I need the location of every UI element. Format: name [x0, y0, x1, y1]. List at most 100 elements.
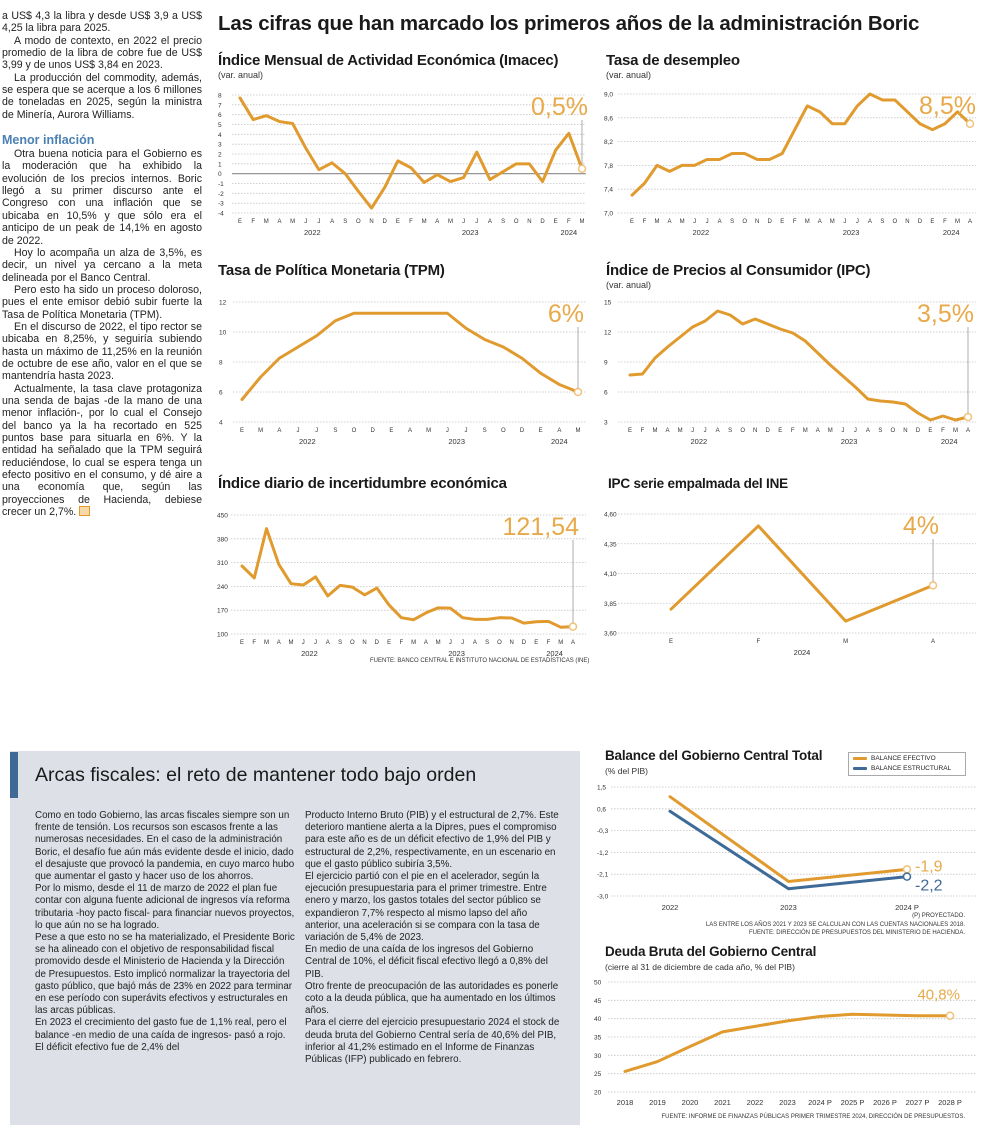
x-tick-label: A [718, 219, 722, 225]
x-tick-label: M [436, 640, 441, 646]
x-tick-label: 2019 [649, 1098, 666, 1107]
deuda-title: Deuda Bruta del Gobierno Central [605, 944, 817, 959]
x-tick-label: O [352, 428, 357, 434]
x-tick-label: A [966, 428, 970, 434]
x-tick-label: F [567, 219, 571, 225]
deuda-subtitle: (cierre al 31 de diciembre de cada año, … [605, 962, 795, 972]
x-tick-label: A [330, 219, 334, 225]
x-tick-label: M [411, 640, 416, 646]
y-tick-label: -4 [218, 211, 224, 218]
imacec-title: Índice Mensual de Actividad Económica (I… [218, 52, 559, 69]
x-tick-label: A [277, 428, 281, 434]
imacec-series-line [238, 96, 584, 210]
x-tick-label: A [716, 428, 720, 434]
deuda-series-line [623, 1012, 952, 1073]
x-tick-label: D [370, 428, 375, 434]
y-tick-label: 240 [217, 584, 228, 591]
x-group-label: 2022 [299, 437, 316, 446]
x-tick-label: J [854, 428, 857, 434]
paragraph: La producción del commodity, además, se … [2, 71, 202, 121]
last-point-marker [963, 412, 973, 422]
last-point-marker [902, 872, 912, 881]
x-tick-label: M [953, 428, 958, 434]
y-tick-label: -2 [218, 191, 224, 198]
y-tick-label: 25 [594, 1071, 602, 1078]
x-tick-label: D [520, 428, 525, 434]
y-tick-label: 6 [604, 390, 608, 397]
end-of-article-icon [79, 506, 91, 517]
x-tick-label: D [916, 428, 921, 434]
x-tick-label: J [843, 219, 846, 225]
x-tick-label: 2022 [662, 903, 679, 912]
x-tick-label: E [780, 219, 784, 225]
x-tick-label: M [258, 428, 263, 434]
x-tick-label: E [240, 428, 244, 434]
x-tick-label: F [409, 219, 413, 225]
value-callout: 121,54 [503, 513, 580, 541]
x-group-label: 2023 [841, 437, 858, 446]
x-tick-label: J [691, 428, 694, 434]
x-tick-label: S [730, 219, 734, 225]
x-tick-label: M [955, 219, 960, 225]
balance-svg: 1,5 0,6 -0,3 -1,2 -2,1 -3,0 2022 2023 2024 P -1,9… [597, 785, 976, 912]
x-tick-label: J [465, 428, 468, 434]
x-tick-label: J [304, 219, 307, 225]
y-tick-label: 8,2 [604, 139, 613, 146]
x-tick-label: A [424, 640, 428, 646]
x-tick-label: O [891, 428, 896, 434]
x-tick-label: D [383, 219, 388, 225]
x-tick-label: F [252, 640, 256, 646]
x-tick-label: 2028 P [938, 1098, 962, 1107]
y-tick-label: 20 [594, 1090, 602, 1097]
x-tick-label: F [400, 640, 404, 646]
x-group-label: 2024 [941, 437, 958, 446]
x-tick-label: J [449, 640, 452, 646]
x-tick-label: A [668, 219, 672, 225]
x-tick-label: N [755, 219, 759, 225]
x-tick-label: M [290, 219, 295, 225]
x-tick-label: A [435, 219, 439, 225]
x-tick-label: J [856, 219, 859, 225]
paragraph: Otra buena noticia para el Gobierno es l… [2, 148, 202, 247]
source-note: FUENTE: BANCO CENTRAL E INSTITUTO NACION… [370, 658, 590, 664]
paragraph: Producto Interno Bruto (PIB) y el estruc… [305, 810, 559, 870]
y-tick-label: 3,85 [604, 601, 617, 608]
x-tick-label: 2025 P [841, 1098, 865, 1107]
y-tick-label: 12 [219, 300, 227, 307]
y-tick-label: 8 [219, 360, 223, 367]
y-tick-label: 1 [218, 161, 222, 168]
y-tick-label: 15 [604, 300, 612, 307]
paragraph: Para el cierre del ejercicio presupuesta… [305, 1017, 560, 1066]
balance-legend: BALANCE EFECTIVO BALANCE ESTRUCTURAL [848, 752, 966, 776]
legend-item: BALANCE ESTRUCTURAL [849, 763, 965, 773]
balance-subtitle: (% del PIB) [605, 766, 648, 776]
x-tick-label: J [475, 219, 478, 225]
x-tick-label: N [362, 640, 366, 646]
x-tick-label: F [547, 640, 551, 646]
x-tick-label: M [580, 219, 585, 225]
x-tick-label: A [277, 219, 281, 225]
value-callout: 8,5% [919, 92, 976, 120]
x-tick-label: M [830, 219, 835, 225]
y-tick-label: -3,0 [597, 894, 609, 901]
paragraph: Por lo mismo, desde el 11 de marzo de 20… [35, 883, 295, 931]
x-tick-label: M [678, 428, 683, 434]
ipc-title: Índice de Precios al Consumidor (IPC) [606, 262, 871, 279]
x-tick-label: S [501, 219, 505, 225]
x-tick-label: M [264, 640, 269, 646]
y-tick-label: 45 [594, 998, 602, 1005]
ipc-series-line [628, 309, 970, 422]
x-tick-label: M [803, 428, 808, 434]
x-tick-label: F [793, 219, 797, 225]
legend-label: BALANCE EFECTIVO [871, 754, 936, 762]
x-tick-label: M [289, 640, 294, 646]
x-tick-label: J [446, 428, 449, 434]
x-tick-label: A [968, 219, 972, 225]
x-tick-label: J [462, 219, 465, 225]
y-tick-label: 0 [218, 171, 222, 178]
x-group-label: 2023 [843, 228, 860, 237]
last-point-marker [902, 865, 912, 874]
y-tick-label: 5 [218, 122, 222, 129]
y-tick-label: 450 [217, 513, 228, 520]
x-tick-label: A [557, 428, 561, 434]
